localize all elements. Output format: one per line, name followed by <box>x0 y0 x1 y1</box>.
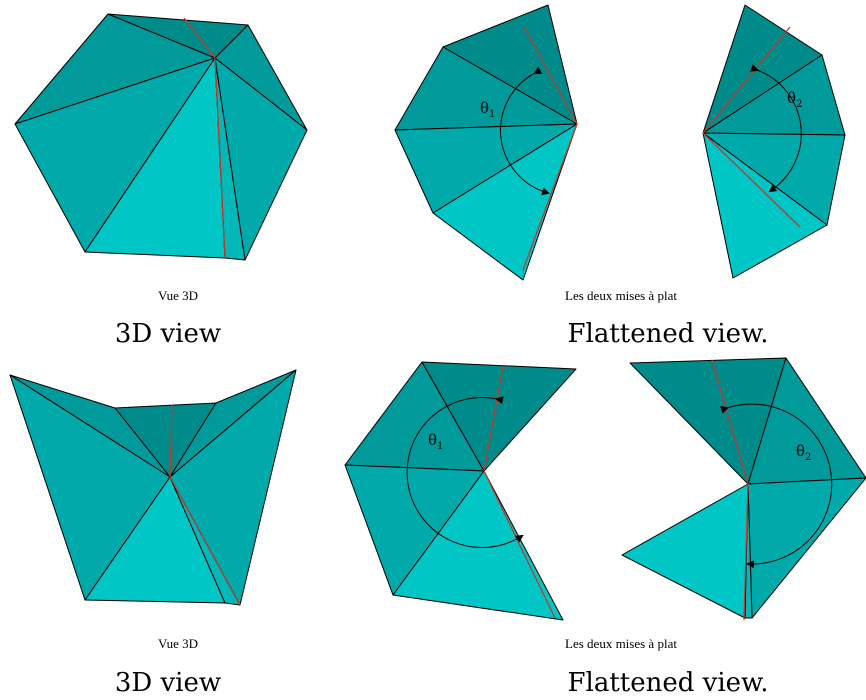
top-angle-theta1-arc <box>500 66 550 196</box>
bottom-flat-right <box>621 357 866 621</box>
top-3d-seam-upper <box>183 17 216 59</box>
bottom-theta2-label: θ2 <box>796 442 811 463</box>
top-caption-en-flat: Flattened view. <box>567 319 768 349</box>
top-3d-view <box>14 13 308 261</box>
bottom-caption-fr-3d: Vue 3D <box>158 636 198 651</box>
bottom-caption-en-flat: Flattened view. <box>567 668 768 698</box>
top-3d-seam-lower <box>214 57 226 259</box>
top-flat-left-seam-lower <box>522 123 578 271</box>
top-flat-right <box>702 4 846 279</box>
top-caption-en-3d: 3D view <box>115 319 221 349</box>
top-caption-fr-flat: Les deux mises à plat <box>565 288 677 303</box>
top-theta2-label: θ2 <box>787 89 802 110</box>
bottom-angle-theta1-arc <box>406 396 524 548</box>
bottom-caption-fr-flat: Les deux mises à plat <box>565 636 677 651</box>
top-flat-left <box>394 4 578 281</box>
top-caption-fr-3d: Vue 3D <box>158 288 198 303</box>
bottom-3d-seam-lower <box>169 476 241 606</box>
bottom-angle-theta2-arc <box>720 403 833 569</box>
bottom-3d-seam-upper <box>169 404 173 478</box>
top-angle-theta2-arc <box>749 64 802 193</box>
bottom-3d-view <box>9 369 297 606</box>
bottom-theta1-label: θ1 <box>428 431 443 452</box>
top-theta1-label: θ1 <box>480 99 495 120</box>
top-flat-right-seam-upper <box>702 26 791 134</box>
top-flat-left-seam-upper <box>522 24 578 125</box>
bottom-caption-en-3d: 3D view <box>115 668 221 698</box>
bottom-flat-left <box>344 361 577 621</box>
bottom-flat-left-seam-upper <box>483 365 504 472</box>
